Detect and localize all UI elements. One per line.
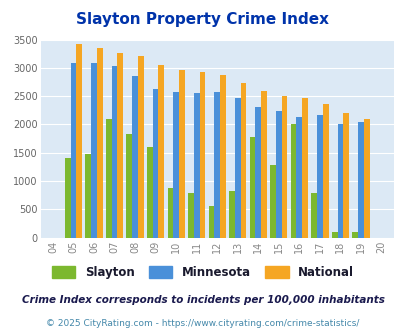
Bar (138, 56, 143, 238)
Text: © 2025 CityRating.com - https://www.cityrating.com/crime-statistics/: © 2025 CityRating.com - https://www.city… (46, 319, 359, 328)
Bar (173, 92, 179, 238)
Bar (322, 104, 328, 238)
Bar (240, 83, 246, 238)
Bar (106, 119, 111, 238)
Bar (337, 124, 343, 238)
Bar (208, 206, 214, 238)
Bar (249, 138, 255, 238)
Bar (357, 122, 363, 238)
Bar (234, 98, 240, 238)
Bar (269, 165, 275, 238)
Bar (275, 112, 281, 238)
Bar (260, 90, 266, 238)
Bar (85, 154, 91, 238)
Text: Slayton Property Crime Index: Slayton Property Crime Index (76, 12, 329, 26)
Legend: Slayton, Minnesota, National: Slayton, Minnesota, National (47, 262, 358, 284)
Bar (97, 48, 102, 238)
Bar (316, 115, 322, 238)
Bar (343, 113, 348, 238)
Bar (214, 92, 220, 238)
Bar (199, 72, 205, 238)
Bar (132, 76, 138, 238)
Bar (228, 191, 234, 238)
Bar (188, 193, 193, 238)
Bar (76, 44, 82, 238)
Bar (352, 232, 357, 238)
Text: Crime Index corresponds to incidents per 100,000 inhabitants: Crime Index corresponds to incidents per… (21, 295, 384, 305)
Bar (152, 89, 158, 238)
Bar (158, 65, 164, 238)
Bar (281, 96, 287, 238)
Bar (117, 52, 123, 238)
Bar (220, 75, 225, 238)
Bar (311, 193, 316, 238)
Bar (179, 70, 184, 238)
Bar (296, 117, 301, 238)
Bar (193, 93, 199, 238)
Bar (301, 98, 307, 238)
Bar (167, 188, 173, 238)
Bar (65, 158, 70, 238)
Bar (70, 63, 76, 238)
Bar (147, 147, 152, 238)
Bar (255, 107, 260, 238)
Bar (111, 66, 117, 238)
Bar (290, 124, 296, 238)
Bar (363, 119, 369, 238)
Bar (331, 232, 337, 238)
Bar (91, 63, 97, 238)
Bar (126, 134, 132, 238)
